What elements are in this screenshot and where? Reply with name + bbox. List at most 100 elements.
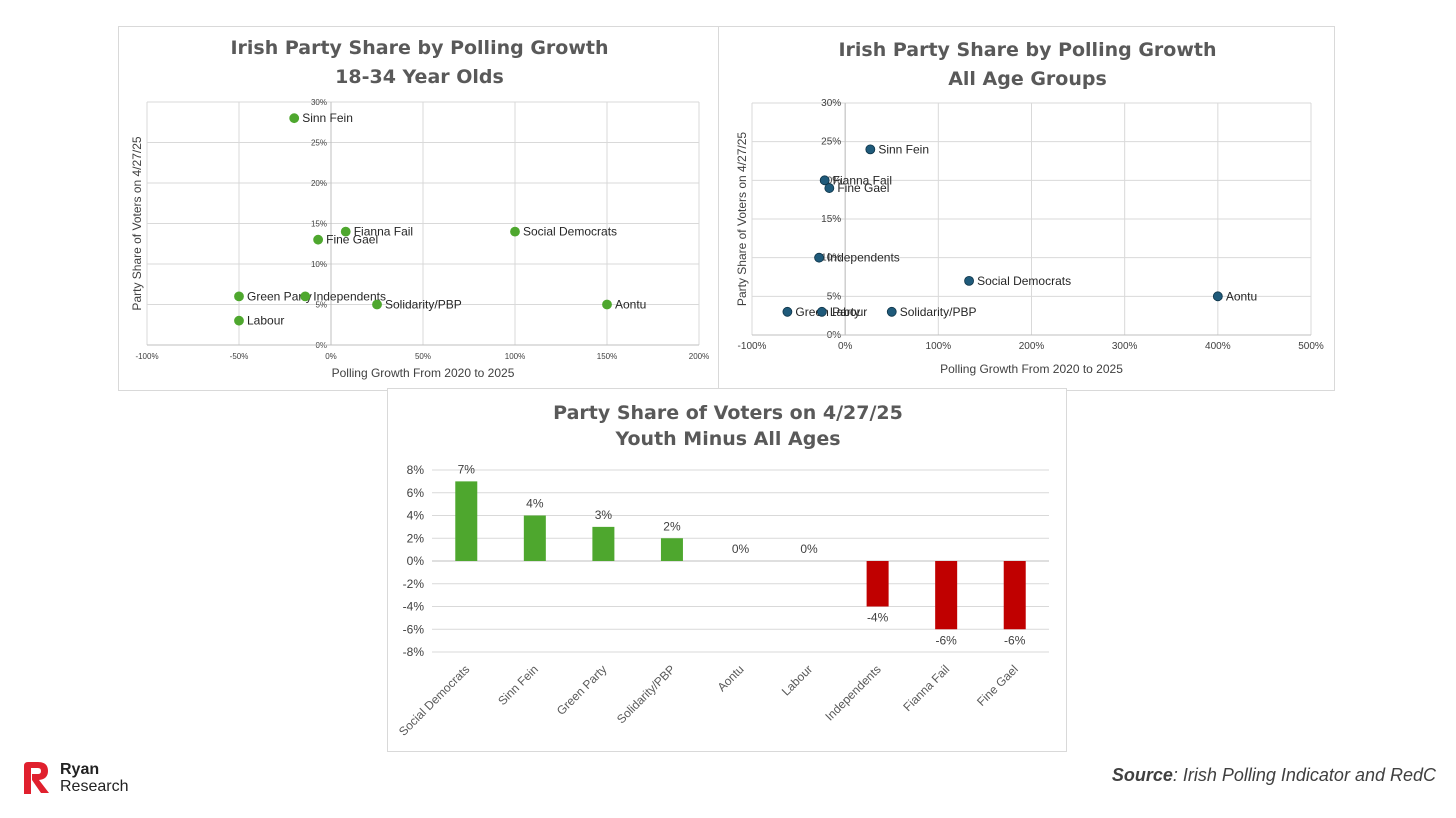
ryan-research-logo: Ryan Research <box>20 760 140 800</box>
bar-fianna-fail <box>935 561 958 630</box>
bar-data-label-fine-gael: -6% <box>1004 633 1026 647</box>
bar-y-tick-label: 0% <box>407 554 425 568</box>
youth-point-label-fine-gael: Fine Gael <box>326 233 378 247</box>
all-ages-point-label-social-democrats: Social Democrats <box>977 274 1071 288</box>
bar-data-label-sinn-fein: 4% <box>526 497 544 511</box>
youth-point-labour <box>234 315 244 326</box>
youth-x-tick-label: 0% <box>325 352 337 361</box>
bar-category-label-fine-gael: Fine Gael <box>974 662 1021 709</box>
all-ages-y-axis-title: Party Share of Voters on 4/27/25 <box>735 132 749 306</box>
bar-y-tick-label: 4% <box>407 509 425 523</box>
all-ages-point-label-fine-gael: Fine Gael <box>837 181 889 195</box>
bar-data-label-aontu: 0% <box>732 542 750 556</box>
bar-chart-youth-minus-all-svg: Party Share of Voters on 4/27/25 Youth Mi… <box>396 402 1049 739</box>
all-ages-point-label-aontu: Aontu <box>1226 289 1257 303</box>
all-ages-point-label-labour: Labour <box>830 305 867 319</box>
bar-category-label-sinn-fein: Sinn Fein <box>495 662 541 708</box>
scatter-chart-youth: Irish Party Share by Polling Growth 18-34… <box>118 26 719 391</box>
bar-y-tick-label: -6% <box>403 622 425 636</box>
bar-y-tick-label: 6% <box>407 486 425 500</box>
youth-point-label-independents: Independents <box>313 289 386 303</box>
ryan-research-logo-icon <box>24 762 49 794</box>
youth-point-label-sinn-fein: Sinn Fein <box>302 111 353 125</box>
bar-green-party <box>592 526 615 561</box>
bar-data-label-independents: -4% <box>867 611 889 625</box>
youth-x-axis-title: Polling Growth From 2020 to 2025 <box>332 366 515 380</box>
all-ages-point-sinn-fein <box>865 144 876 155</box>
all-ages-point-fine-gael <box>824 183 835 193</box>
bar-data-label-social-democrats: 7% <box>458 462 476 476</box>
all-ages-x-axis-title: Polling Growth From 2020 to 2025 <box>940 362 1123 376</box>
all-ages-point-labour <box>816 306 827 317</box>
bar-title: Party Share of Voters on 4/27/25 <box>553 402 903 424</box>
logo-text-research: Research <box>60 778 129 795</box>
bar-social-democrats <box>455 481 478 561</box>
youth-x-tick-label: -100% <box>135 352 158 361</box>
all-ages-point-label-green-party: Green Party <box>795 305 860 319</box>
all-ages-x-tick-label: 300% <box>1112 341 1138 352</box>
youth-x-tick-label: 150% <box>597 352 617 361</box>
all-ages-title: Irish Party Share by Polling Growth <box>838 39 1216 61</box>
all-ages-point-label-solidarity-pbp: Solidarity/PBP <box>900 305 977 319</box>
bar-data-label-fianna-fail: -6% <box>935 633 957 647</box>
youth-y-tick-label: 25% <box>311 139 327 148</box>
youth-x-tick-label: 50% <box>415 352 431 361</box>
youth-y-axis-title: Party Share of Voters on 4/27/25 <box>130 136 144 310</box>
scatter-chart-youth-svg: Irish Party Share by Polling Growth 18-34… <box>130 37 709 380</box>
youth-y-tick-label: 15% <box>311 220 327 229</box>
logo-text-ryan: Ryan <box>60 761 100 778</box>
youth-point-aontu <box>602 299 612 310</box>
youth-point-label-aontu: Aontu <box>615 298 646 312</box>
all-ages-point-label-fianna-fail: Fianna Fail <box>833 173 892 187</box>
bar-independents <box>866 561 889 607</box>
youth-x-tick-label: -50% <box>230 352 249 361</box>
all-ages-y-tick-label: 20% <box>821 175 841 186</box>
youth-point-label-social-democrats: Social Democrats <box>523 225 617 239</box>
all-ages-x-tick-label: 400% <box>1205 341 1231 352</box>
bar-data-label-solidarity-pbp: 2% <box>663 519 681 533</box>
bar-category-label-independents: Independents <box>822 662 883 723</box>
youth-point-fine-gael <box>313 234 324 245</box>
all-ages-y-tick-label: 30% <box>821 98 841 109</box>
youth-point-sinn-fein <box>289 113 300 124</box>
youth-point-social-democrats <box>510 226 520 237</box>
bar-chart-youth-minus-all: Party Share of Voters on 4/27/25 Youth Mi… <box>387 388 1067 752</box>
youth-point-fianna-fail <box>340 226 351 237</box>
bar-data-label-labour: 0% <box>800 542 818 556</box>
all-ages-x-tick-label: 0% <box>838 341 853 352</box>
all-ages-subtitle: All Age Groups <box>948 68 1107 90</box>
bar-category-label-labour: Labour <box>779 662 815 698</box>
bar-subtitle: Youth Minus All Ages <box>614 428 840 450</box>
youth-y-tick-label: 10% <box>311 260 327 269</box>
youth-point-label-fianna-fail: Fianna Fail <box>354 225 413 239</box>
all-ages-x-tick-label: 500% <box>1298 341 1324 352</box>
youth-x-tick-label: 100% <box>505 352 525 361</box>
all-ages-point-label-independents: Independents <box>827 251 900 265</box>
youth-y-tick-label: 30% <box>311 98 327 107</box>
bar-category-label-aontu: Aontu <box>715 662 747 694</box>
all-ages-point-fianna-fail <box>819 175 830 186</box>
all-ages-y-tick-label: 15% <box>821 214 841 225</box>
all-ages-y-tick-label: 25% <box>821 137 841 148</box>
youth-x-tick-label: 200% <box>689 352 709 361</box>
source-label: Source <box>1111 765 1173 785</box>
bar-y-tick-label: -4% <box>403 600 425 614</box>
all-ages-point-label-sinn-fein: Sinn Fein <box>878 142 929 156</box>
youth-point-independents <box>300 291 311 302</box>
source-text: : Irish Polling Indicator and RedC <box>1172 765 1436 785</box>
bar-category-label-fianna-fail: Fianna Fail <box>900 662 952 714</box>
bar-fine-gael <box>1003 561 1026 630</box>
source-note: Source: Irish Polling Indicator and RedC <box>1112 765 1436 786</box>
all-ages-y-tick-label: 10% <box>821 253 841 264</box>
youth-y-tick-label: 20% <box>311 179 327 188</box>
youth-point-label-labour: Labour <box>247 314 284 328</box>
all-ages-point-independents <box>814 252 824 263</box>
bar-category-label-social-democrats: Social Democrats <box>396 662 472 738</box>
youth-title: Irish Party Share by Polling Growth <box>230 37 608 59</box>
youth-point-solidarity-pbp <box>372 299 382 310</box>
scatter-chart-all-ages-svg: Irish Party Share by Polling Growth All A… <box>735 39 1324 376</box>
all-ages-point-social-democrats <box>964 275 974 286</box>
bar-category-label-solidarity-pbp: Solidarity/PBP <box>614 662 678 726</box>
youth-point-label-solidarity-pbp: Solidarity/PBP <box>385 298 462 312</box>
all-ages-x-tick-label: 200% <box>1019 341 1045 352</box>
